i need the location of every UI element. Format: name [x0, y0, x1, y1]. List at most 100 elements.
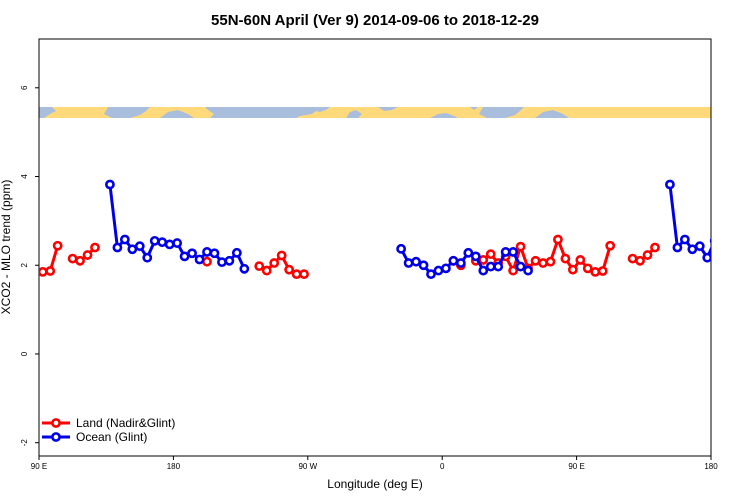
data-point [567, 264, 578, 275]
data-point [157, 237, 168, 248]
data-point [261, 265, 272, 276]
data-point [179, 251, 190, 262]
x-tick-label: 90 E [31, 462, 47, 471]
data-point [67, 253, 78, 264]
y-axis-label: XCO2 - MLO trend (ppm) [0, 180, 13, 315]
y-tick-label: 4 [20, 174, 29, 179]
data-point [515, 241, 526, 252]
map-strip [39, 107, 711, 118]
data-point [582, 263, 593, 274]
data-point [231, 247, 242, 258]
data-point [493, 261, 504, 272]
data-point [403, 258, 414, 268]
legend-swatch-marker [51, 418, 61, 428]
data-point [426, 269, 436, 280]
data-point [254, 261, 265, 272]
data-point [164, 239, 175, 250]
x-axis: 90 E 180 90 W 0 90 E 180 [31, 456, 718, 471]
legend-swatch-marker [51, 432, 61, 442]
data-point [112, 242, 123, 253]
data-point [515, 261, 526, 272]
data-point [694, 241, 705, 252]
data-point [209, 248, 220, 259]
data-point [709, 237, 711, 245]
data-point [560, 253, 571, 264]
data-point [500, 247, 511, 257]
data-point [478, 255, 489, 265]
data-point [149, 235, 160, 246]
data-point [702, 252, 711, 263]
data-point [597, 266, 608, 276]
data-point [672, 242, 683, 253]
data-point [396, 243, 407, 254]
data-point [411, 256, 421, 267]
data-point [508, 265, 519, 276]
data-point [448, 255, 459, 266]
data-point [687, 244, 698, 255]
y-axis: -2 0 2 4 6 [20, 85, 39, 446]
data-point [105, 179, 115, 190]
data-point [470, 251, 481, 262]
data-point [284, 264, 295, 275]
series-1 [105, 179, 733, 280]
data-point [39, 267, 48, 277]
data-point [418, 260, 429, 271]
data-point [299, 269, 309, 280]
data-point [217, 257, 227, 268]
series-0 [39, 234, 660, 280]
data-point [719, 239, 726, 246]
data-point [665, 179, 675, 190]
data-point [194, 254, 205, 265]
legend-entry: Land (Nadir&Glint) [76, 416, 175, 430]
map-strip-ocean [39, 107, 569, 118]
data-point [485, 249, 496, 260]
data-point [119, 234, 130, 245]
data-point [463, 247, 474, 258]
data-point [627, 253, 638, 264]
data-point [52, 240, 63, 251]
legend-entry: Ocean (Glint) [76, 430, 147, 444]
data-point [679, 234, 690, 245]
data-point [441, 263, 451, 274]
data-point [605, 240, 616, 251]
data-point [75, 255, 85, 266]
x-tick-label: 90 E [568, 462, 584, 471]
x-tick-label: 0 [440, 462, 445, 471]
data-point [455, 258, 466, 268]
data-point [269, 258, 280, 268]
x-tick-label: 90 W [298, 462, 317, 471]
data-point [590, 266, 601, 277]
data-point [172, 238, 183, 248]
data-point [553, 234, 563, 245]
legend: Land (Nadir&Glint)Ocean (Glint) [42, 416, 175, 444]
data-point [45, 266, 56, 276]
data-point [650, 242, 660, 253]
y-tick-label: -2 [20, 439, 29, 447]
data-point [545, 256, 556, 267]
y-tick-label: 0 [20, 351, 29, 356]
data-point [726, 241, 733, 248]
map-strip-land [39, 107, 711, 118]
data-point [202, 247, 212, 257]
data-point [523, 265, 533, 276]
data-point [433, 265, 444, 276]
x-tick-label: 180 [704, 462, 718, 471]
data-point [508, 247, 519, 257]
data-point [530, 255, 541, 266]
data-point [224, 255, 235, 266]
data-point [538, 258, 548, 268]
data-point [635, 255, 645, 266]
data-point [276, 250, 287, 261]
data-point [642, 250, 653, 260]
data-point [134, 241, 145, 252]
data-point [127, 244, 138, 255]
data-point [485, 261, 496, 272]
chart-title: 55N-60N April (Ver 9) 2014-09-06 to 2018… [211, 12, 539, 29]
data-point [202, 256, 212, 267]
data-point [90, 242, 100, 253]
data-point [575, 255, 586, 265]
data-point [239, 263, 250, 274]
series-layer [39, 179, 733, 280]
data-point [142, 252, 153, 263]
